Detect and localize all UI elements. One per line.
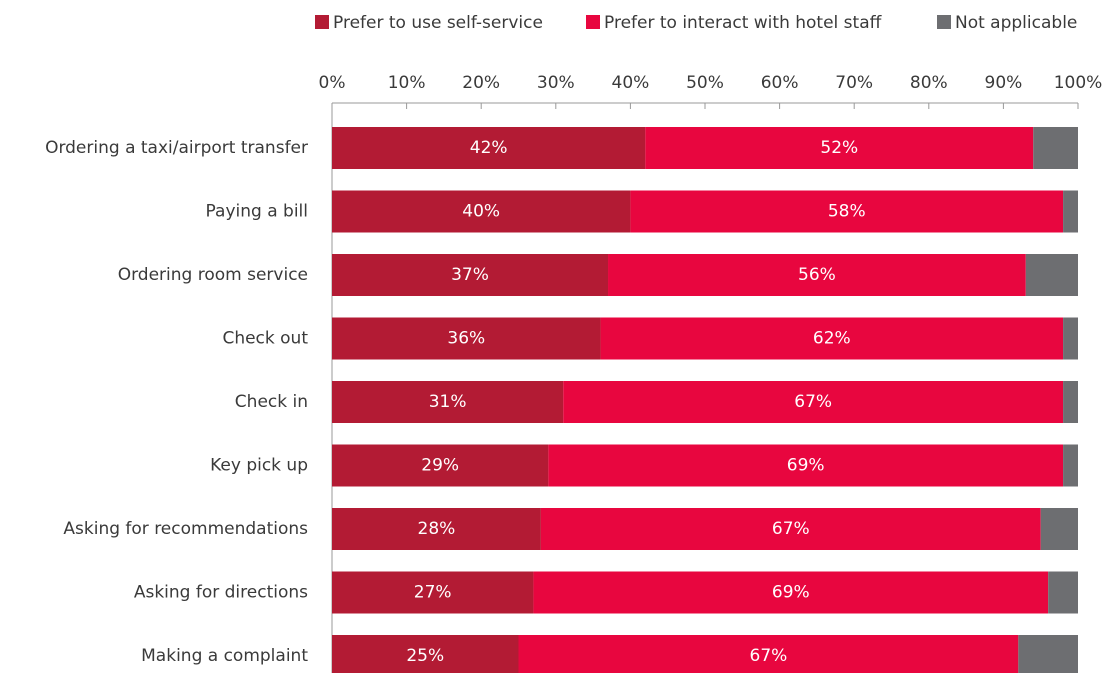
category-label: Check in bbox=[235, 392, 308, 412]
bar-segment bbox=[332, 190, 631, 233]
value-label: 67% bbox=[794, 392, 832, 412]
value-label: 28% bbox=[418, 519, 456, 539]
bar-segment bbox=[332, 635, 519, 673]
category-label: Key pick up bbox=[210, 456, 308, 476]
legend-swatch bbox=[586, 15, 600, 29]
bar-segment bbox=[563, 381, 1064, 423]
x-tick-label: 10% bbox=[388, 73, 426, 93]
bar-segment bbox=[1048, 571, 1078, 614]
value-label: 29% bbox=[421, 456, 459, 476]
legend-label: Prefer to interact with hotel staff bbox=[604, 13, 883, 33]
category-label: Check out bbox=[222, 329, 308, 349]
bar-segment bbox=[332, 508, 541, 550]
value-label: 67% bbox=[750, 646, 788, 666]
bar-segment bbox=[1063, 381, 1078, 423]
value-label: 36% bbox=[447, 329, 485, 349]
x-tick-label: 70% bbox=[835, 73, 873, 93]
bar-segment bbox=[1063, 317, 1078, 360]
value-label: 62% bbox=[813, 329, 851, 349]
bar-segment bbox=[645, 127, 1034, 169]
category-label: Ordering a taxi/airport transfer bbox=[45, 138, 308, 158]
bar-segment bbox=[332, 317, 601, 360]
bar-segment bbox=[1040, 508, 1078, 550]
x-tick-label: 0% bbox=[319, 73, 346, 93]
x-tick-label: 100% bbox=[1054, 73, 1103, 93]
value-label: 37% bbox=[451, 265, 489, 285]
bar-segment bbox=[332, 381, 564, 423]
legend-swatch bbox=[315, 15, 329, 29]
value-label: 27% bbox=[414, 583, 452, 603]
bar-segment bbox=[540, 508, 1041, 550]
value-label: 56% bbox=[798, 265, 836, 285]
x-tick-label: 30% bbox=[537, 73, 575, 93]
value-label: 42% bbox=[470, 138, 508, 158]
legend-label: Prefer to use self-service bbox=[333, 13, 543, 33]
bar-segment bbox=[332, 254, 609, 296]
value-label: 52% bbox=[820, 138, 858, 158]
bar-segment bbox=[600, 317, 1064, 360]
category-label: Ordering room service bbox=[118, 265, 308, 285]
x-tick-label: 80% bbox=[910, 73, 948, 93]
category-label: Asking for recommendations bbox=[63, 519, 308, 539]
x-tick-label: 40% bbox=[612, 73, 650, 93]
bar-segment bbox=[608, 254, 1026, 296]
x-tick-label: 60% bbox=[761, 73, 799, 93]
legend-swatch bbox=[937, 15, 951, 29]
category-label: Paying a bill bbox=[206, 202, 308, 222]
value-label: 58% bbox=[828, 202, 866, 222]
bar-segment bbox=[1025, 254, 1078, 296]
bar-segment bbox=[1018, 635, 1078, 673]
category-label: Making a complaint bbox=[141, 646, 308, 666]
bar-segment bbox=[518, 635, 1019, 673]
value-label: 67% bbox=[772, 519, 810, 539]
value-label: 31% bbox=[429, 392, 467, 412]
bar-segment bbox=[332, 444, 549, 487]
bar-segment bbox=[332, 127, 646, 169]
category-label: Asking for directions bbox=[134, 583, 308, 603]
value-label: 69% bbox=[787, 456, 825, 476]
value-label: 69% bbox=[772, 583, 810, 603]
bar-segment bbox=[1063, 444, 1078, 487]
bar-segment bbox=[630, 190, 1064, 233]
x-tick-label: 20% bbox=[462, 73, 500, 93]
bar-segment bbox=[332, 571, 534, 614]
bar-segment bbox=[548, 444, 1064, 487]
value-label: 25% bbox=[406, 646, 444, 666]
bar-segment bbox=[533, 571, 1049, 614]
bar-segment bbox=[1033, 127, 1078, 169]
bar-segment bbox=[1063, 190, 1078, 233]
x-tick-label: 50% bbox=[686, 73, 724, 93]
x-tick-label: 90% bbox=[985, 73, 1023, 93]
legend-label: Not applicable bbox=[955, 13, 1077, 33]
value-label: 40% bbox=[462, 202, 500, 222]
